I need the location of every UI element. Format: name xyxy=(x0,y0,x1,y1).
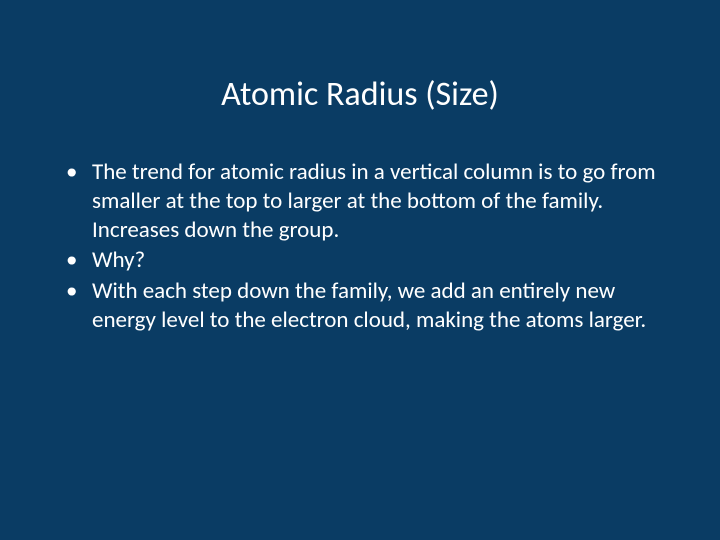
list-item: With each step down the family, we add a… xyxy=(62,277,664,335)
bullet-list: The trend for atomic radius in a vertica… xyxy=(62,158,664,335)
bullet-text: With each step down the family, we add a… xyxy=(92,277,646,334)
bullet-text: The trend for atomic radius in a vertica… xyxy=(92,158,656,244)
bullet-text: Why? xyxy=(92,246,145,274)
slide: Atomic Radius (Size) The trend for atomi… xyxy=(0,0,720,540)
list-item: Why? xyxy=(62,246,664,275)
list-item: The trend for atomic radius in a vertica… xyxy=(62,158,664,244)
slide-title: Atomic Radius (Size) xyxy=(0,74,720,115)
slide-content: The trend for atomic radius in a vertica… xyxy=(62,158,664,337)
